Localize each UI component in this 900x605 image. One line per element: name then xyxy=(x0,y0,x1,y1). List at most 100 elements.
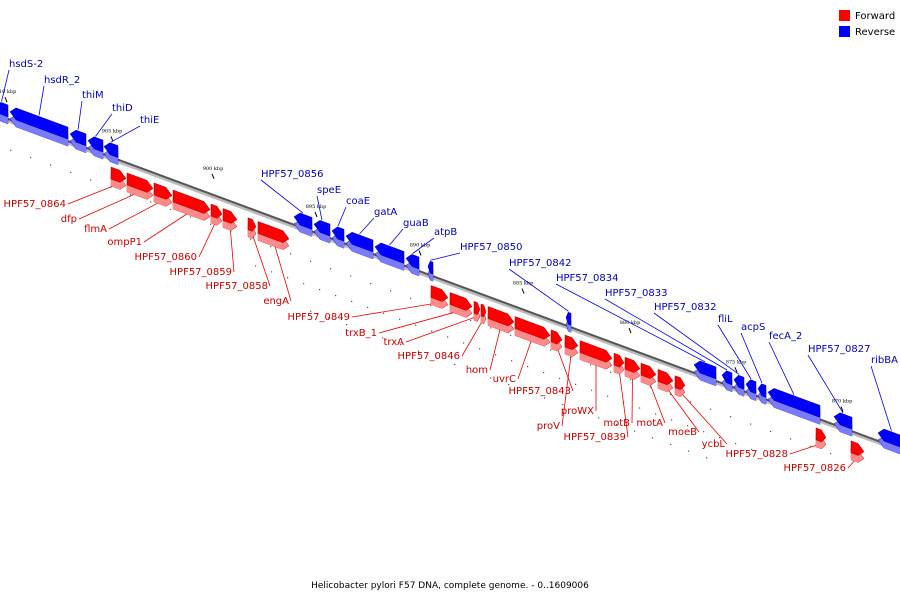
grid-dot xyxy=(687,425,689,427)
gene-forward-leader xyxy=(273,241,292,302)
gene-forward xyxy=(850,440,865,463)
gene-forward xyxy=(126,172,154,200)
grid-dot xyxy=(735,442,737,445)
gene-reverse-leader xyxy=(389,228,404,246)
grid-dot xyxy=(431,330,433,332)
grid-dot xyxy=(190,216,192,218)
grid-dot xyxy=(290,253,292,255)
gene-forward-label: flmA xyxy=(84,224,107,235)
grid-dot xyxy=(598,417,600,419)
label-leader-lines xyxy=(1,69,892,469)
gene-forward-leader xyxy=(229,225,235,273)
legend-forward-swatch xyxy=(839,10,850,21)
gene-forward-leader xyxy=(648,379,666,424)
gene-forward-label: HPF57_0846 xyxy=(398,351,460,362)
gene-forward-leader xyxy=(405,316,478,343)
gene-reverse xyxy=(103,142,119,165)
gene-reverse xyxy=(293,212,313,237)
gene-reverse-leader xyxy=(359,217,375,235)
gene-reverse-leader xyxy=(555,283,706,363)
grid-dot xyxy=(495,354,497,356)
legend-reverse-label: Reverse xyxy=(855,27,895,38)
axis-tick-mark xyxy=(734,367,738,373)
grid-dot xyxy=(250,238,252,240)
grid-dot xyxy=(630,379,632,381)
gene-forward-label: dfp xyxy=(61,214,77,225)
grid-dot xyxy=(671,419,673,421)
gene-forward xyxy=(514,316,551,347)
grid-dot xyxy=(335,294,337,297)
grid-dot xyxy=(810,445,812,447)
grid-dot xyxy=(543,371,545,374)
gene-reverse xyxy=(877,428,900,455)
grid-dot xyxy=(310,260,312,262)
gene-reverse-label: HPF57_0833 xyxy=(605,288,667,299)
grid-dot xyxy=(750,423,752,425)
gene-reverse-label: thiM xyxy=(82,90,104,101)
grid-dot xyxy=(490,327,492,329)
axis-tick-mark xyxy=(521,288,525,294)
gene-forward-label: ompP1 xyxy=(107,237,142,248)
gene-reverse-leader xyxy=(740,332,763,384)
gene-forward-label: HPF57_0864 xyxy=(4,199,66,210)
gene-forward-leader xyxy=(489,325,502,371)
gene-reverse-leader xyxy=(604,298,728,371)
grid-dot xyxy=(287,277,289,279)
gene-forward xyxy=(172,189,211,221)
grid-dot xyxy=(255,265,257,267)
axis-tick-mark xyxy=(110,136,114,142)
gene-forward-leader xyxy=(108,199,164,230)
grid-dot xyxy=(364,330,366,332)
gene-reverse-label: atpB xyxy=(434,227,457,238)
gene-reverse xyxy=(767,388,821,425)
grid-dot xyxy=(415,324,417,326)
grid-dot xyxy=(526,390,528,392)
grid-dot xyxy=(559,377,561,380)
axis-tick-mark xyxy=(840,406,844,412)
grid-dot xyxy=(719,437,721,439)
gene-reverse xyxy=(69,129,87,154)
gene-forward xyxy=(550,329,563,352)
grid-dot xyxy=(690,401,692,403)
grid-dot xyxy=(580,410,582,412)
gene-forward xyxy=(480,303,487,325)
grid-dot xyxy=(616,423,618,426)
gene-forward xyxy=(110,166,127,190)
gene-forward-leader xyxy=(517,336,533,380)
gene-forward-label: proV xyxy=(537,421,560,432)
gene-reverse-label: guaB xyxy=(403,218,429,229)
gene-forward xyxy=(449,292,473,318)
grid-dot xyxy=(688,450,690,452)
gene-forward xyxy=(613,352,625,375)
gene-reverse-label: hsdR_2 xyxy=(44,75,80,86)
gene-reverse xyxy=(693,360,717,387)
gene-reverse-label: HPF57_0827 xyxy=(808,344,870,355)
grid-dot xyxy=(470,319,472,322)
gene-reverse xyxy=(345,231,374,260)
gene-forward-leader xyxy=(67,183,119,205)
gene-reverse xyxy=(565,311,572,333)
grid-dot xyxy=(367,306,369,308)
gene-reverse-leader xyxy=(768,341,795,395)
grid-dot xyxy=(510,334,512,336)
gene-reverse-label: speE xyxy=(317,185,341,196)
gene-reverse xyxy=(427,260,434,282)
grid-dot xyxy=(575,383,577,385)
gene-reverse xyxy=(331,226,345,249)
gene-reverse xyxy=(733,374,745,397)
grid-dot xyxy=(751,448,753,451)
axis-tick-label: 905 kbp xyxy=(102,128,123,134)
gene-reverse-label: thiD xyxy=(112,103,133,114)
legend-reverse-swatch xyxy=(839,26,850,37)
gene-reverse-leader xyxy=(870,365,892,431)
gene-reverse-leader xyxy=(110,125,141,143)
gene-forward-label: HPF57_0839 xyxy=(564,432,626,443)
gene-reverse xyxy=(405,254,420,277)
gene-forward xyxy=(640,362,657,386)
grid-dot xyxy=(830,453,832,455)
gene-forward-label: proWX xyxy=(561,406,594,417)
gene-reverse-leader xyxy=(337,206,347,227)
gene-reverse-leader xyxy=(717,324,752,380)
gene-reverse xyxy=(0,102,9,125)
